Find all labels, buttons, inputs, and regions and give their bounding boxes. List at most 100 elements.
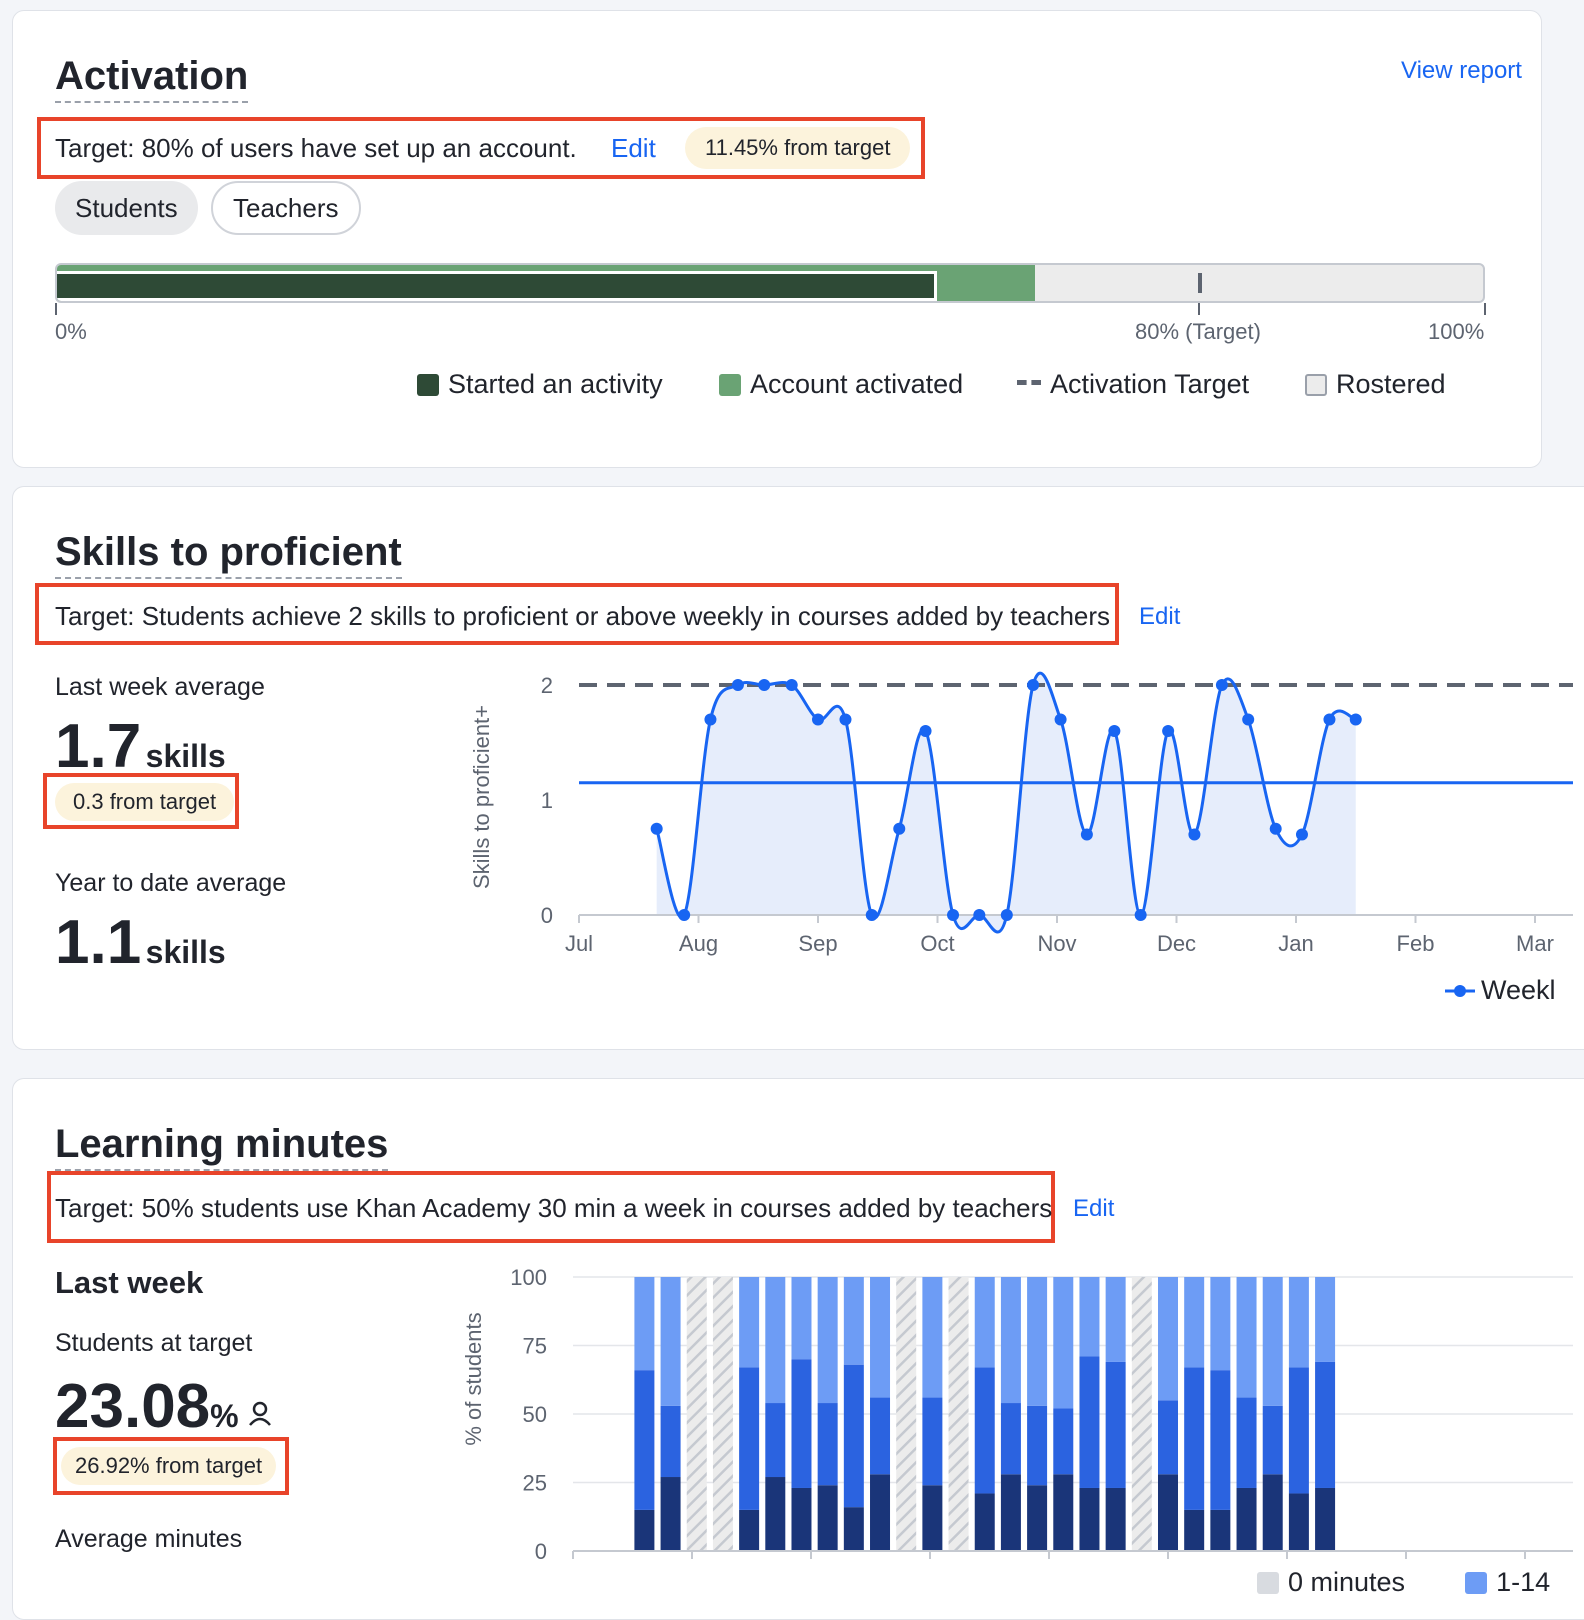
learning-bar-segment [1288,1367,1309,1494]
ytd-average-value: 1.1 skills [55,907,226,978]
ytd-average-label: Year to date average [55,869,287,897]
skills-data-point [1269,822,1282,835]
learning-minutes-bar-chart: % of students 0 25 50 75 100 Jul Aug Sep Oct Nov… [461,1269,1573,1569]
skills-y-axis-label: Skills to proficient+ [469,705,494,889]
tab-teachers[interactable]: Teachers [211,181,361,235]
learning-bar-segment [1262,1277,1283,1406]
bar-label-end: 100% [1428,319,1485,344]
legend-zero-minutes-label: 0 minutes [1288,1567,1406,1597]
learning-from-target-badge: 26.92% from target [61,1447,277,1485]
skills-x-tick-label: Aug [679,931,718,956]
bar-tick-end [1484,303,1486,315]
learning-x-ticks: Jul Aug Sep Oct Nov Dec Jan Feb Mar [559,1551,1544,1569]
legend-account-activated: Account activated [719,369,963,400]
view-report-link[interactable]: View report [1401,57,1522,84]
legend-swatch-gray [1305,373,1327,396]
learning-bar-segment [1079,1487,1100,1551]
legend-rostered: Rostered [1305,369,1446,400]
legend-dashed-line-icon [1017,379,1041,390]
skills-target-highlight [35,583,1119,645]
skills-data-point [1054,713,1067,726]
learning-bar-segment [1158,1400,1178,1475]
skills-data-point [865,909,878,921]
students-at-target-label: Students at target [55,1329,253,1357]
learning-bar-segment [1158,1277,1178,1401]
learning-bar-segment [1236,1487,1257,1551]
skills-data-point [650,822,663,835]
person-icon [248,1401,271,1426]
learning-bar-segment [634,1509,655,1551]
learning-bar-segment [634,1277,655,1371]
activation-progress-bar [55,263,1485,303]
learning-bar-segment [870,1474,891,1551]
learning-bar-segment [739,1509,760,1551]
skills-data-point [758,679,771,691]
skills-data-point [1134,909,1147,921]
bar-tick-start [55,303,57,315]
skills-x-tick-label: Jul [565,931,593,956]
learning-bar-segment [1184,1277,1205,1368]
learning-bar-segment [1027,1485,1048,1551]
learning-bar-segment [1053,1277,1074,1409]
average-minutes-label: Average minutes [55,1525,243,1553]
learning-x-tick-label: Sep [791,1567,830,1569]
learning-bar-segment [1158,1474,1178,1551]
skills-data-point [1215,679,1228,691]
learning-bar-segment [1000,1403,1021,1475]
learning-bar-segment [1315,1361,1336,1488]
learning-bar-segment [922,1397,943,1486]
learning-bar-segment [634,1370,655,1510]
learning-bar-segment [1315,1487,1336,1551]
skills-data-point [1027,679,1040,691]
learning-bar-zero [712,1277,733,1551]
learning-bar-segment [922,1485,943,1551]
skills-data-point [678,909,691,921]
skills-x-tick-label: Oct [920,931,954,956]
learning-bar-segment [791,1487,812,1551]
skills-from-target-highlight [43,773,239,829]
legend-one-fourteen-label: 1-14 [1496,1567,1551,1597]
legend-activation-target-label: Activation Target [1050,369,1250,399]
learning-y-tick-label: 25 [523,1471,547,1496]
bar-tick-target [1198,303,1200,315]
learning-bar-segment [1053,1408,1074,1475]
learning-bar-segment [1210,1509,1231,1551]
skills-line-chart: Skills to proficient+ 0 1 2 Jul Aug Sep Oct No… [469,671,1573,956]
skills-data-point [1108,725,1121,737]
learning-bar-segment [791,1359,812,1488]
last-week-average-unit: skills [145,738,226,774]
learning-bar-zero [1131,1277,1152,1551]
learning-bar-segment [739,1367,760,1510]
students-at-target-percent: % [210,1398,239,1434]
learning-y-tick-label: 100 [510,1269,547,1290]
activation-target-highlight [37,117,925,179]
skills-data-point [812,713,824,726]
activation-edit-link[interactable]: Edit [611,133,656,163]
skills-data-point [785,679,798,691]
legend-line-marker-icon [1445,984,1475,997]
skills-x-tick-label: Jan [1278,931,1313,956]
skills-title: Skills to proficient [55,529,402,579]
tab-students[interactable]: Students [55,181,198,235]
skills-from-target-badge: 0.3 from target [55,783,235,821]
bar-label-target: 80% (Target) [1135,319,1261,344]
activation-target-text: Target: 80% of users have set up an acco… [55,133,577,163]
learning-bar-segment [922,1277,943,1398]
learning-bar-segment [974,1277,995,1368]
learning-bar-segment [1262,1474,1283,1551]
learning-bar-segment [870,1397,891,1475]
learning-bar-segment [1105,1361,1126,1488]
learning-bar-segment [1288,1493,1309,1551]
ytd-average-number: 1.1 [55,908,142,977]
skills-area-fill [656,673,1356,933]
learning-edit-link[interactable]: Edit [1073,1195,1115,1222]
activation-target-marker [1197,273,1202,293]
last-week-heading: Last week [55,1265,204,1300]
skills-data-point [1349,713,1362,726]
learning-bar-segment [1184,1367,1205,1510]
learning-y-axis-label: % of students [461,1312,486,1445]
learning-bar-segment [765,1277,786,1404]
skills-edit-link[interactable]: Edit [1139,603,1181,630]
learning-bar-segment [1079,1356,1100,1488]
learning-legend-partial: 0 minutes 1-14 [1257,1567,1550,1598]
